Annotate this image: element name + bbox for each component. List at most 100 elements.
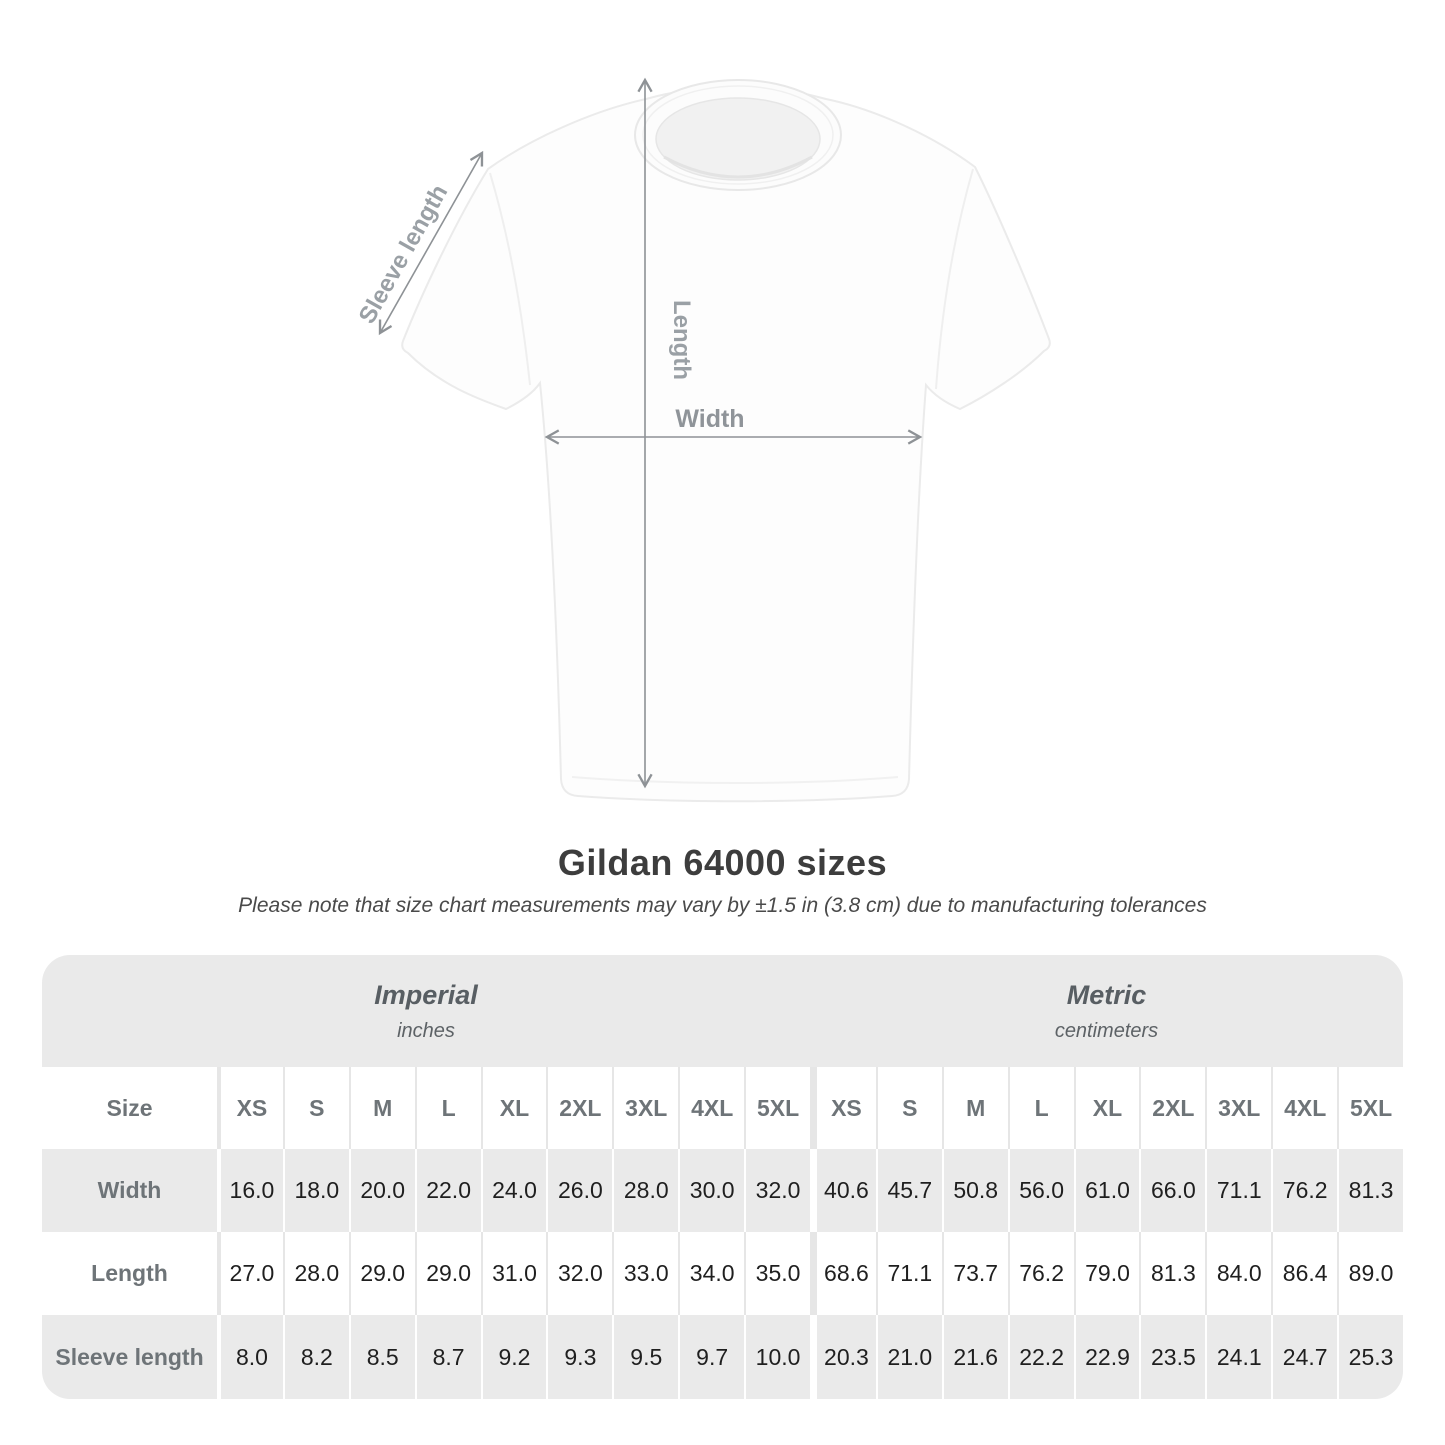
- value-cell: 21.0: [875, 1315, 942, 1399]
- table-row-length: Length 27.0 28.0 29.0 29.0 31.0 32.0 33.…: [42, 1232, 1403, 1315]
- value-cell: 66.0: [1139, 1149, 1205, 1232]
- value-cell: 68.6: [809, 1232, 876, 1315]
- value-cell: 31.0: [480, 1232, 547, 1315]
- right-sleeve-seam: [935, 168, 974, 390]
- size-table: Imperial inches Metric centimeters Size …: [42, 955, 1403, 1399]
- value-cell: 86.4: [1271, 1232, 1337, 1315]
- value-cell: 33.0: [612, 1232, 678, 1315]
- value-cell: 24.1: [1205, 1315, 1271, 1399]
- table-row-width: Width 16.0 18.0 20.0 22.0 24.0 26.0 28.0…: [42, 1149, 1403, 1232]
- value-cell: 79.0: [1073, 1232, 1140, 1315]
- value-cell: 89.0: [1337, 1232, 1403, 1315]
- value-cell: 50.8: [941, 1149, 1008, 1232]
- value-cell: 34.0: [678, 1232, 744, 1315]
- page-title: Gildan 64000 sizes: [557, 842, 888, 883]
- value-cell: 24.0: [480, 1149, 547, 1232]
- value-cell: 40.6: [809, 1149, 876, 1232]
- value-cell: 71.1: [875, 1232, 942, 1315]
- tshirt-body: [401, 85, 1051, 803]
- table-row-sleeve-length: Sleeve length 8.0 8.2 8.5 8.7 9.2 9.3 9.…: [42, 1315, 1403, 1399]
- value-cell: 26.0: [546, 1149, 612, 1232]
- value-cell: 22.0: [414, 1149, 481, 1232]
- size-cell: 3XL: [612, 1067, 678, 1149]
- value-cell: 25.3: [1337, 1315, 1403, 1399]
- size-cell: L: [1007, 1067, 1074, 1149]
- size-cell: 5XL: [1337, 1067, 1403, 1149]
- size-cell: 4XL: [678, 1067, 744, 1149]
- value-cell: 8.5: [348, 1315, 415, 1399]
- imperial-section-header: Imperial inches: [42, 955, 810, 1067]
- value-cell: 23.5: [1139, 1315, 1205, 1399]
- hem-stitch: [571, 776, 899, 784]
- size-cell: XL: [480, 1067, 547, 1149]
- value-cell: 32.0: [744, 1149, 810, 1232]
- value-cell: 27.0: [217, 1232, 283, 1315]
- value-cell: 22.2: [1007, 1315, 1074, 1399]
- value-cell: 71.1: [1205, 1149, 1271, 1232]
- value-cell: 21.6: [941, 1315, 1008, 1399]
- value-cell: 9.7: [678, 1315, 744, 1399]
- value-cell: 10.0: [744, 1315, 810, 1399]
- size-cell: 5XL: [744, 1067, 810, 1149]
- value-cell: 28.0: [612, 1149, 678, 1232]
- value-cell: 9.2: [480, 1315, 547, 1399]
- value-cell: 56.0: [1007, 1149, 1074, 1232]
- tshirt-diagram: Sleeve length Length Width: [330, 55, 1120, 825]
- value-cell: 9.5: [612, 1315, 678, 1399]
- value-cell: 32.0: [546, 1232, 612, 1315]
- value-cell: 9.3: [546, 1315, 612, 1399]
- size-cell: 4XL: [1271, 1067, 1337, 1149]
- tolerance-note: Please note that size chart measurements…: [238, 894, 1207, 917]
- value-cell: 29.0: [414, 1232, 481, 1315]
- length-label: Length: [668, 300, 695, 380]
- metric-section-header: Metric centimeters: [810, 955, 1403, 1067]
- value-cell: 76.2: [1271, 1149, 1337, 1232]
- value-cell: 76.2: [1007, 1232, 1074, 1315]
- collar-inner: [655, 97, 821, 181]
- width-label: Width: [675, 405, 744, 433]
- value-cell: 20.3: [809, 1315, 876, 1399]
- value-cell: 8.7: [414, 1315, 481, 1399]
- row-label: Sleeve length: [55, 1343, 204, 1370]
- size-cell: 2XL: [1139, 1067, 1205, 1149]
- value-cell: 61.0: [1073, 1149, 1140, 1232]
- value-cell: 28.0: [282, 1232, 349, 1315]
- value-cell: 73.7: [941, 1232, 1008, 1315]
- size-cell: XS: [217, 1067, 283, 1149]
- unit-header-row: Imperial inches Metric centimeters: [42, 955, 1403, 1067]
- sleeve-length-arrow: [378, 150, 484, 336]
- size-cell: L: [414, 1067, 481, 1149]
- value-cell: 16.0: [217, 1149, 283, 1232]
- size-cell: M: [941, 1067, 1008, 1149]
- value-cell: 8.2: [282, 1315, 349, 1399]
- size-cell: S: [875, 1067, 942, 1149]
- metric-unit: centimeters: [1054, 1019, 1159, 1042]
- collar-shadow: [663, 155, 813, 179]
- metric-title: Metric: [1066, 979, 1147, 1010]
- size-cell: M: [348, 1067, 415, 1149]
- row-label: Width: [97, 1177, 162, 1203]
- imperial-title: Imperial: [374, 979, 478, 1010]
- value-cell: 84.0: [1205, 1232, 1271, 1315]
- value-cell: 18.0: [282, 1149, 349, 1232]
- value-cell: 81.3: [1139, 1232, 1205, 1315]
- value-cell: 45.7: [875, 1149, 942, 1232]
- size-cell: XL: [1073, 1067, 1140, 1149]
- imperial-unit: inches: [397, 1019, 455, 1042]
- value-cell: 8.0: [217, 1315, 283, 1399]
- size-cell: 3XL: [1205, 1067, 1271, 1149]
- value-cell: 22.9: [1073, 1315, 1140, 1399]
- size-cell: 2XL: [546, 1067, 612, 1149]
- tshirt-graphic: Sleeve length Length Width: [354, 77, 1051, 803]
- size-cell: XS: [809, 1067, 876, 1149]
- value-cell: 30.0: [678, 1149, 744, 1232]
- value-cell: 20.0: [348, 1149, 415, 1232]
- row-label: Length: [91, 1260, 168, 1286]
- value-cell: 35.0: [744, 1232, 810, 1315]
- value-cell: 29.0: [348, 1232, 415, 1315]
- value-cell: 81.3: [1337, 1149, 1403, 1232]
- size-header-row: Size XS S M L XL 2XL 3XL 4XL 5XL XS S M …: [42, 1067, 1403, 1149]
- value-cell: 24.7: [1271, 1315, 1337, 1399]
- size-header: Size: [106, 1094, 153, 1121]
